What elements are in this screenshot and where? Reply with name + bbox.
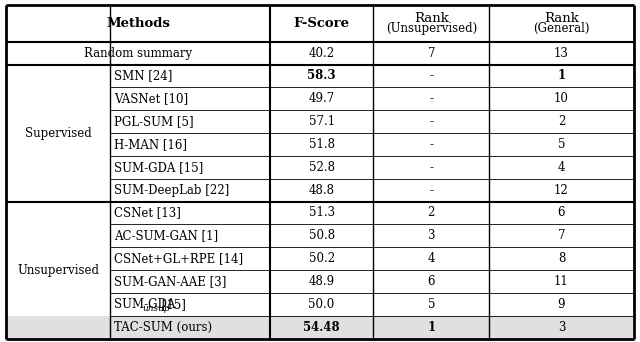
- Text: 4: 4: [428, 252, 435, 265]
- Text: 11: 11: [554, 275, 569, 288]
- Text: 48.8: 48.8: [308, 184, 335, 197]
- Text: 57.1: 57.1: [308, 115, 335, 128]
- Text: (Unsupervised): (Unsupervised): [386, 22, 477, 35]
- Text: -: -: [429, 69, 433, 82]
- Text: 12: 12: [554, 184, 569, 197]
- Text: PGL-SUM [5]: PGL-SUM [5]: [115, 115, 194, 128]
- Text: SUM-GDA [15]: SUM-GDA [15]: [115, 161, 204, 174]
- Text: Unsupervised: Unsupervised: [17, 264, 99, 277]
- Text: SMN [24]: SMN [24]: [115, 69, 173, 82]
- Bar: [6, 316, 634, 339]
- Text: 51.8: 51.8: [308, 138, 335, 151]
- Text: 6: 6: [557, 207, 565, 220]
- Text: 52.8: 52.8: [308, 161, 335, 174]
- Text: 40.2: 40.2: [308, 47, 335, 60]
- Text: SUM-DeepLab [22]: SUM-DeepLab [22]: [115, 184, 230, 197]
- Text: 4: 4: [557, 161, 565, 174]
- Text: 3: 3: [557, 321, 565, 334]
- Text: 2: 2: [558, 115, 565, 128]
- Text: 50.2: 50.2: [308, 252, 335, 265]
- Text: 7: 7: [557, 229, 565, 242]
- Text: TAC-SUM (ours): TAC-SUM (ours): [115, 321, 212, 334]
- Text: SUM-GDA: SUM-GDA: [115, 298, 176, 311]
- Text: Methods: Methods: [106, 17, 170, 30]
- Text: 1: 1: [557, 69, 566, 82]
- Text: 2: 2: [428, 207, 435, 220]
- Text: SUM-GAN-AAE [3]: SUM-GAN-AAE [3]: [115, 275, 227, 288]
- Text: 10: 10: [554, 92, 569, 105]
- Text: 50.0: 50.0: [308, 298, 335, 311]
- Text: 54.48: 54.48: [303, 321, 340, 334]
- Text: (General): (General): [533, 22, 589, 35]
- Text: 5: 5: [557, 138, 565, 151]
- Text: [15]: [15]: [158, 298, 186, 311]
- Text: 58.3: 58.3: [307, 69, 336, 82]
- Text: F-Score: F-Score: [294, 17, 349, 30]
- Text: H-MAN [16]: H-MAN [16]: [115, 138, 188, 151]
- Text: VASNet [10]: VASNet [10]: [115, 92, 189, 105]
- Text: 13: 13: [554, 47, 569, 60]
- Text: -: -: [429, 161, 433, 174]
- Text: Random summary: Random summary: [84, 47, 192, 60]
- Text: -: -: [429, 184, 433, 197]
- Text: 1: 1: [428, 321, 435, 334]
- Text: -: -: [429, 92, 433, 105]
- Text: Rank: Rank: [544, 12, 579, 25]
- Text: CSNet [13]: CSNet [13]: [115, 207, 181, 220]
- Text: 49.7: 49.7: [308, 92, 335, 105]
- Text: 8: 8: [558, 252, 565, 265]
- Text: -: -: [429, 138, 433, 151]
- Text: 50.8: 50.8: [308, 229, 335, 242]
- Text: CSNet+GL+RPE [14]: CSNet+GL+RPE [14]: [115, 252, 243, 265]
- Text: AC-SUM-GAN [1]: AC-SUM-GAN [1]: [115, 229, 218, 242]
- Text: 51.3: 51.3: [308, 207, 335, 220]
- Text: 7: 7: [428, 47, 435, 60]
- Text: 48.9: 48.9: [308, 275, 335, 288]
- Text: unsup: unsup: [143, 304, 170, 313]
- Text: 5: 5: [428, 298, 435, 311]
- Text: 9: 9: [557, 298, 565, 311]
- Text: Supervised: Supervised: [25, 127, 92, 140]
- Text: Rank: Rank: [414, 12, 449, 25]
- Text: 6: 6: [428, 275, 435, 288]
- Text: -: -: [429, 115, 433, 128]
- Text: 3: 3: [428, 229, 435, 242]
